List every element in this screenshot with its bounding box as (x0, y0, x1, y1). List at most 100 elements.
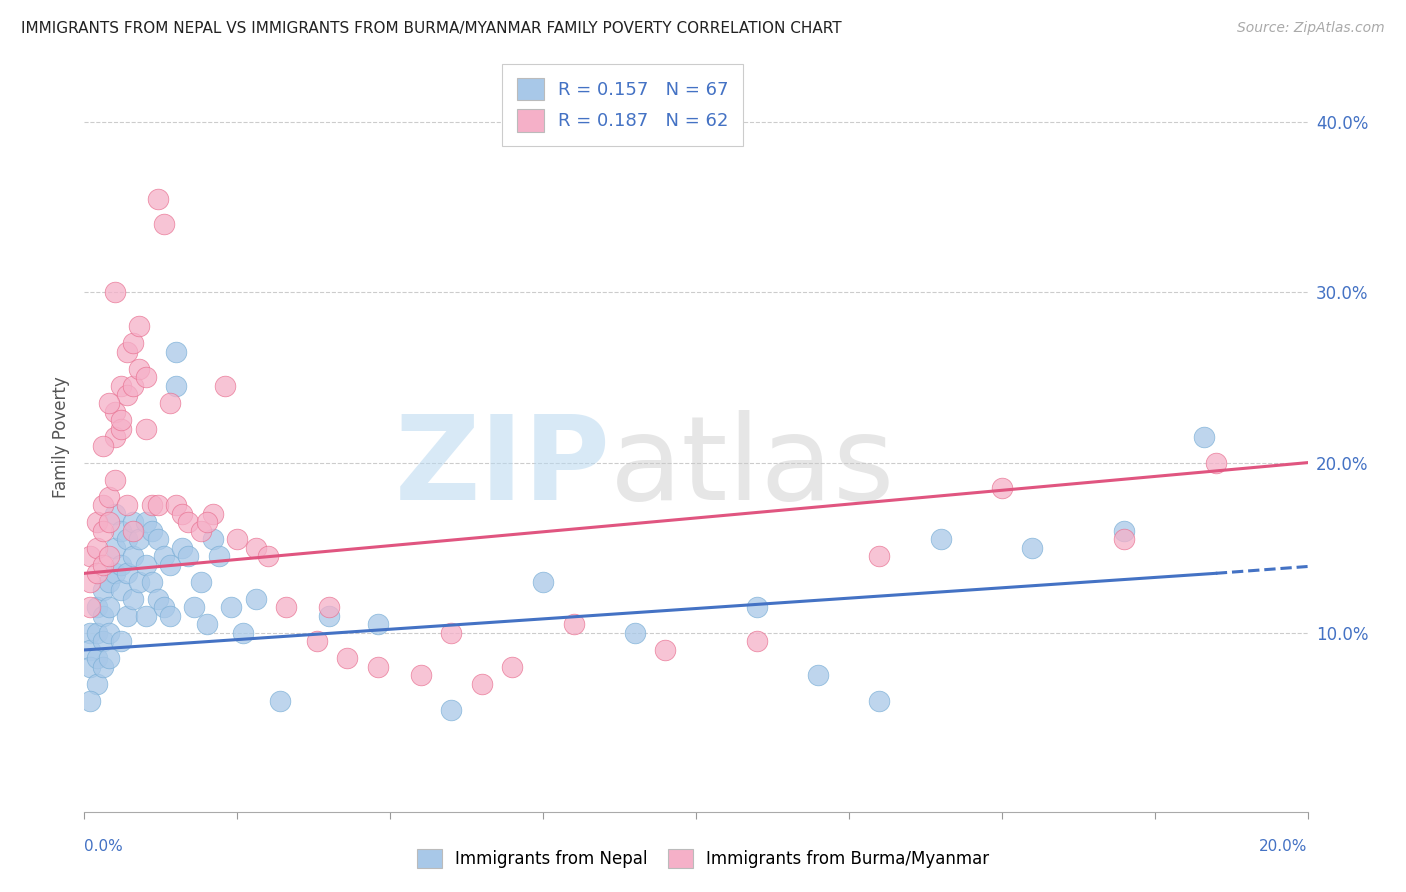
Point (1114, 524, 1136, 538)
Point (104, 473, 127, 487)
Point (869, 549, 891, 564)
Point (91, 583, 114, 598)
Point (153, 549, 176, 564)
Point (91, 524, 114, 538)
Point (654, 643, 676, 657)
Point (91, 608, 114, 623)
Point (141, 524, 163, 538)
Point (135, 515, 157, 529)
Point (141, 574, 163, 589)
Point (318, 600, 340, 615)
Point (128, 362, 150, 376)
Point (172, 541, 194, 555)
Point (159, 558, 181, 572)
Point (440, 702, 463, 716)
Point (146, 591, 169, 606)
Legend: Immigrants from Nepal, Immigrants from Burma/Myanmar: Immigrants from Nepal, Immigrants from B… (409, 840, 997, 877)
Point (91, 660, 114, 674)
Point (165, 345, 187, 359)
Point (190, 524, 212, 538)
Point (195, 617, 218, 632)
Point (269, 694, 291, 708)
Point (122, 591, 145, 606)
Point (135, 558, 157, 572)
Point (146, 192, 169, 206)
Point (104, 541, 127, 555)
Text: atlas: atlas (610, 409, 896, 524)
Text: 20.0%: 20.0% (1260, 838, 1308, 854)
Point (190, 574, 212, 589)
Point (929, 533, 952, 547)
Point (122, 336, 145, 351)
Point (195, 515, 218, 529)
Point (336, 651, 359, 665)
Point (79, 549, 101, 564)
Point (991, 481, 1014, 495)
Point (367, 660, 389, 674)
Point (128, 319, 150, 334)
Point (128, 574, 150, 589)
Point (562, 617, 585, 632)
Point (1114, 533, 1136, 547)
Point (86, 515, 108, 529)
Point (104, 507, 127, 521)
Point (232, 626, 254, 640)
Point (79, 660, 101, 674)
Point (122, 549, 145, 564)
Point (135, 370, 157, 384)
Point (245, 591, 267, 606)
Text: Source: ZipAtlas.com: Source: ZipAtlas.com (1237, 21, 1385, 35)
Point (869, 694, 891, 708)
Point (153, 600, 176, 615)
Point (172, 507, 194, 521)
Point (104, 404, 127, 418)
Point (97, 600, 120, 615)
Point (153, 217, 176, 231)
Point (115, 566, 138, 581)
Point (201, 507, 224, 521)
Point (135, 421, 157, 435)
Point (502, 660, 524, 674)
Legend: R = 0.157   N = 67, R = 0.187   N = 62: R = 0.157 N = 67, R = 0.187 N = 62 (502, 64, 742, 146)
Text: 0.0%: 0.0% (84, 838, 124, 854)
Point (91, 498, 114, 512)
Point (747, 634, 769, 648)
Point (409, 668, 432, 682)
Point (97, 515, 120, 529)
Point (115, 498, 138, 512)
Point (79, 626, 101, 640)
Point (122, 379, 145, 393)
Point (128, 533, 150, 547)
Point (201, 533, 224, 547)
Point (1021, 541, 1043, 555)
Point (1205, 456, 1227, 470)
Point (86, 677, 108, 691)
Point (91, 634, 114, 648)
Point (146, 498, 169, 512)
Point (122, 515, 145, 529)
Point (440, 626, 463, 640)
Point (318, 608, 340, 623)
Point (115, 387, 138, 401)
Point (146, 533, 169, 547)
Point (79, 643, 101, 657)
Point (183, 600, 205, 615)
Y-axis label: Family Poverty: Family Poverty (52, 376, 70, 498)
Point (471, 677, 494, 691)
Point (257, 549, 280, 564)
Point (226, 533, 249, 547)
Point (110, 379, 132, 393)
Point (141, 498, 163, 512)
Point (624, 626, 647, 640)
Point (97, 574, 120, 589)
Point (110, 558, 132, 572)
Text: IMMIGRANTS FROM NEPAL VS IMMIGRANTS FROM BURMA/MYANMAR FAMILY POVERTY CORRELATIO: IMMIGRANTS FROM NEPAL VS IMMIGRANTS FROM… (21, 21, 842, 36)
Point (276, 600, 298, 615)
Point (747, 600, 769, 615)
Point (159, 396, 181, 410)
Point (97, 651, 120, 665)
Point (79, 694, 101, 708)
Point (104, 566, 127, 581)
Point (91, 439, 114, 453)
Text: ZIP: ZIP (394, 409, 610, 524)
